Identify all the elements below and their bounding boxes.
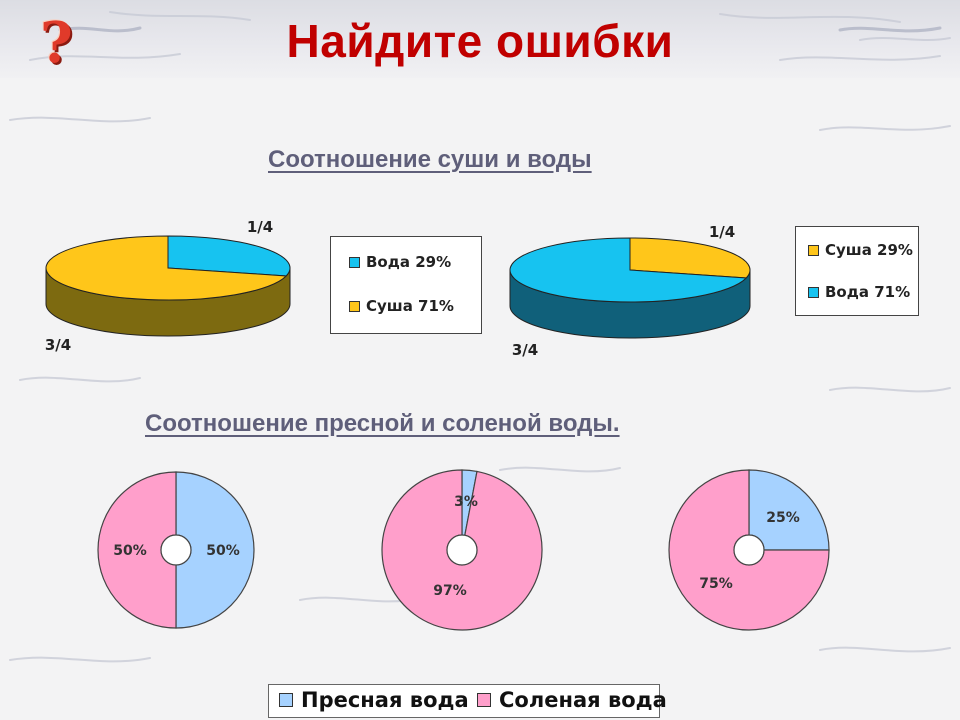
heading-land-water: Соотношение суши и воды bbox=[268, 146, 592, 173]
header-band bbox=[0, 0, 960, 78]
legend-chart-1: Вода 29% Суша 71% bbox=[330, 236, 482, 334]
legend-label: Вода 29% bbox=[366, 253, 452, 271]
doughnut-hole bbox=[446, 534, 478, 566]
legend-chart-2: Суша 29% Вода 71% bbox=[795, 226, 919, 316]
data-label: 97% bbox=[433, 583, 467, 599]
doughnut-hole bbox=[160, 534, 192, 566]
legend-swatch bbox=[349, 300, 360, 312]
pie-slice bbox=[629, 237, 751, 279]
data-label: 75% bbox=[699, 576, 733, 592]
data-label: 3/4 bbox=[45, 336, 71, 354]
legend-label: Соленая вода bbox=[499, 688, 667, 712]
legend-swatch bbox=[279, 693, 293, 707]
legend-item-salt: Соленая вода bbox=[477, 688, 667, 712]
data-label: 3/4 bbox=[512, 341, 538, 359]
legend-swatch bbox=[477, 693, 491, 707]
legend-swatch bbox=[808, 244, 819, 256]
pie-slice bbox=[167, 235, 291, 277]
legend-swatch bbox=[349, 256, 360, 268]
legend-label: Суша 29% bbox=[825, 241, 913, 259]
doughnut-hole bbox=[733, 534, 765, 566]
data-label: 1/4 bbox=[709, 223, 735, 241]
data-label: 50% bbox=[206, 543, 240, 559]
data-label: 1/4 bbox=[247, 218, 273, 236]
data-label: 3% bbox=[454, 494, 478, 510]
pie-slice bbox=[509, 237, 748, 303]
legend-item-1-2: Суша 71% bbox=[349, 297, 454, 315]
question-mark-icon: ? bbox=[40, 10, 73, 76]
legend-swatch bbox=[808, 286, 819, 298]
heading-fresh-salt: Соотношение пресной и соленой воды. bbox=[145, 410, 620, 437]
legend-label: Суша 71% bbox=[366, 297, 454, 315]
data-label: 25% bbox=[766, 510, 800, 526]
legend-fresh-salt: Пресная вода Соленая вода bbox=[268, 684, 667, 718]
legend-item-fresh: Пресная вода bbox=[279, 688, 469, 712]
legend-item-2-2: Вода 71% bbox=[808, 283, 910, 301]
data-label: 50% bbox=[113, 543, 147, 559]
legend-label: Вода 71% bbox=[825, 283, 911, 301]
legend-item-2-1: Суша 29% bbox=[808, 241, 913, 259]
pie-slice bbox=[45, 235, 288, 301]
legend-item-1-1: Вода 29% bbox=[349, 253, 451, 271]
legend-label: Пресная вода bbox=[301, 688, 469, 712]
page-title: Найдите ошибки bbox=[286, 15, 674, 67]
